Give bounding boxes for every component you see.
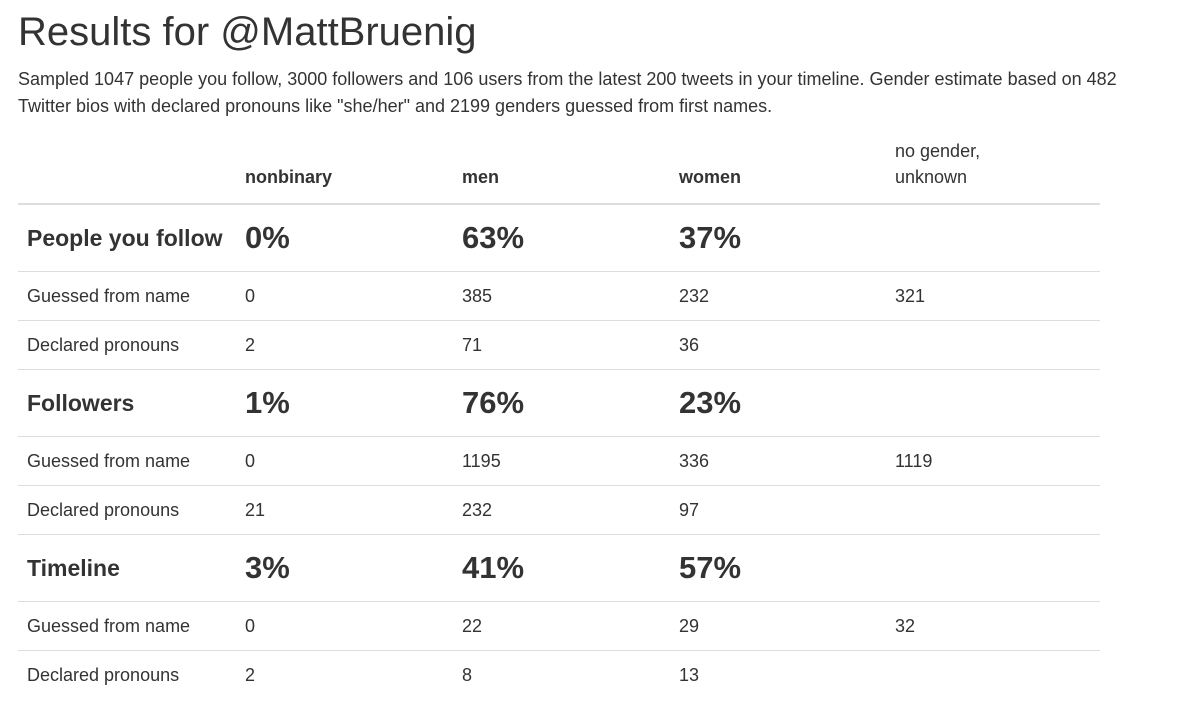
- detail-label: Declared pronouns: [18, 650, 236, 699]
- count-unknown: [886, 650, 1100, 699]
- percent-men: 63%: [462, 220, 525, 255]
- count-men: 71: [453, 320, 670, 370]
- count-unknown: [886, 320, 1100, 370]
- header-unknown: no gender, unknown: [886, 138, 1100, 205]
- percent-nonbinary: 3%: [236, 534, 453, 602]
- count-women: 29: [670, 601, 886, 651]
- count-men: 8: [453, 650, 670, 699]
- detail-row: Declared pronouns 21 232 97: [18, 485, 1100, 535]
- header-unknown-line1: no gender,: [895, 141, 981, 161]
- count-unknown: 32: [886, 601, 1100, 651]
- header-corner: [18, 138, 236, 205]
- percent-nonbinary: 0%: [245, 220, 290, 255]
- count-nonbinary: 2: [236, 650, 453, 699]
- results-table: nonbinary men women no gender, unknown P…: [18, 138, 1100, 699]
- header-row: nonbinary men women no gender, unknown: [18, 138, 1100, 205]
- header-men: men: [453, 138, 670, 205]
- percent-women: 37%: [679, 220, 742, 255]
- header-unknown-line2: unknown: [895, 167, 968, 187]
- detail-row: Guessed from name 0 385 232 321: [18, 271, 1100, 321]
- count-nonbinary: 0: [236, 271, 453, 321]
- detail-row: Guessed from name 0 22 29 32: [18, 601, 1100, 651]
- percent-women: 57%: [670, 534, 886, 602]
- count-women: 336: [670, 436, 886, 486]
- percent-nonbinary: 1%: [236, 369, 453, 437]
- sample-summary: Sampled 1047 people you follow, 3000 fol…: [18, 69, 1117, 116]
- percent-unknown: [886, 204, 1100, 272]
- count-women: 232: [670, 271, 886, 321]
- header-women: women: [670, 138, 886, 205]
- section-summary-row: People you follow 0% 63% 37%: [18, 204, 1100, 272]
- count-nonbinary: 21: [236, 485, 453, 535]
- detail-row: Declared pronouns 2 71 36: [18, 320, 1100, 370]
- count-men: 232: [453, 485, 670, 535]
- count-unknown: [886, 485, 1100, 535]
- count-nonbinary: 0: [236, 436, 453, 486]
- header-nonbinary: nonbinary: [236, 138, 453, 205]
- percent-women: 23%: [670, 369, 886, 437]
- section-summary-row: Timeline 3% 41% 57%: [18, 534, 1100, 602]
- percent-unknown: [886, 369, 1100, 437]
- count-unknown: 1119: [886, 436, 1100, 486]
- detail-label: Guessed from name: [18, 271, 236, 321]
- count-unknown: 321: [886, 271, 1100, 321]
- detail-row: Guessed from name 0 1195 336 1119: [18, 436, 1100, 486]
- count-men: 22: [453, 601, 670, 651]
- count-women: 13: [670, 650, 886, 699]
- section-summary-row: Followers 1% 76% 23%: [18, 369, 1100, 437]
- count-women: 36: [670, 320, 886, 370]
- detail-label: Declared pronouns: [18, 320, 236, 370]
- detail-row: Declared pronouns 2 8 13: [18, 650, 1100, 699]
- percent-men: 76%: [453, 369, 670, 437]
- percent-unknown: [886, 534, 1100, 602]
- section-label: Followers: [18, 369, 236, 437]
- section-label: People you follow: [27, 224, 223, 251]
- count-women: 97: [670, 485, 886, 535]
- detail-label: Declared pronouns: [18, 485, 236, 535]
- count-men: 1195: [453, 436, 670, 486]
- count-men: 385: [453, 271, 670, 321]
- section-label: Timeline: [18, 534, 236, 602]
- detail-label: Guessed from name: [18, 436, 236, 486]
- count-nonbinary: 0: [236, 601, 453, 651]
- percent-men: 41%: [453, 534, 670, 602]
- count-nonbinary: 2: [236, 320, 453, 370]
- page-title: Results for @MattBruenig: [18, 10, 477, 54]
- detail-label: Guessed from name: [18, 601, 236, 651]
